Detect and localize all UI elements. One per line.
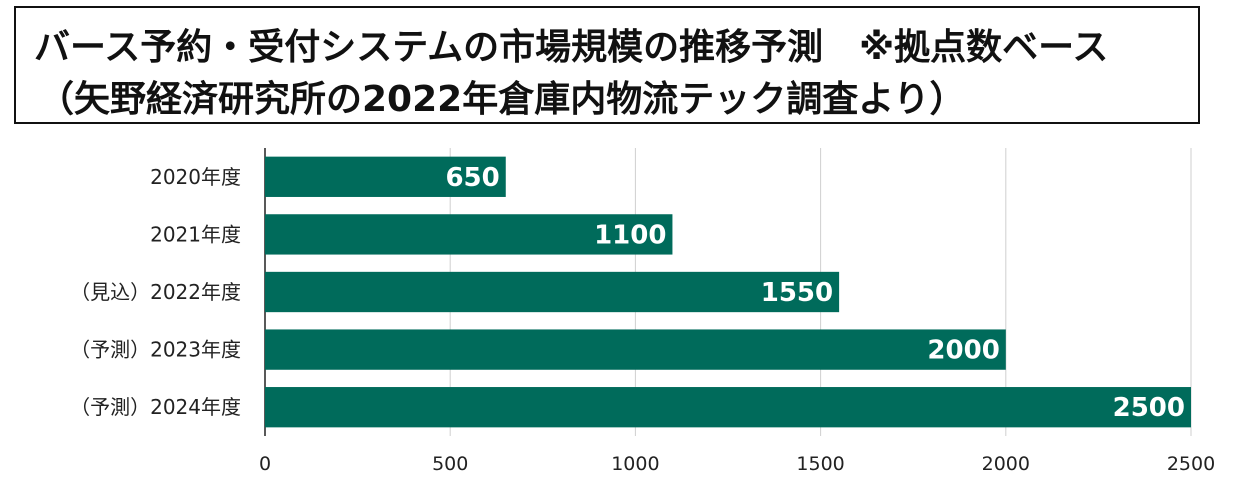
x-tick-label: 1500 — [796, 453, 844, 475]
bar — [265, 271, 840, 313]
data-label: 2500 — [1113, 393, 1185, 423]
category-label: （予測）2024年度 — [70, 395, 241, 419]
category-label: 2021年度 — [150, 222, 241, 246]
data-label: 1550 — [761, 278, 833, 308]
x-tick-label: 1000 — [611, 453, 659, 475]
category-label: （見込）2022年度 — [70, 280, 241, 304]
bar — [265, 387, 1191, 428]
bar — [265, 156, 506, 197]
bar — [265, 214, 673, 255]
data-label: 2000 — [927, 336, 999, 366]
data-label: 650 — [445, 163, 499, 193]
category-label: 2020年度 — [150, 165, 241, 189]
x-tick-label: 2000 — [982, 453, 1030, 475]
data-label: 1100 — [594, 220, 666, 250]
x-tick-label: 500 — [432, 453, 468, 475]
category-label: （予測）2023年度 — [70, 338, 241, 362]
bar — [265, 329, 1006, 370]
bar-chart: 650 2020年度 1100 2021年度 1550 （見込）2022年度 2000 （予測… — [70, 148, 1215, 475]
chart-title-box: バース予約・受付システムの市場規模の推移予測 ※拠点数ベース （矢野経済研究所の… — [14, 6, 1200, 124]
x-tick-label: 2500 — [1167, 453, 1215, 475]
x-tick-label: 0 — [259, 453, 271, 475]
chart-subtitle: （矢野経済研究所の2022年倉庫内物流テック調査より） — [38, 79, 966, 120]
chart-title: バース予約・受付システムの市場規模の推移予測 ※拠点数ベース — [34, 27, 1109, 68]
